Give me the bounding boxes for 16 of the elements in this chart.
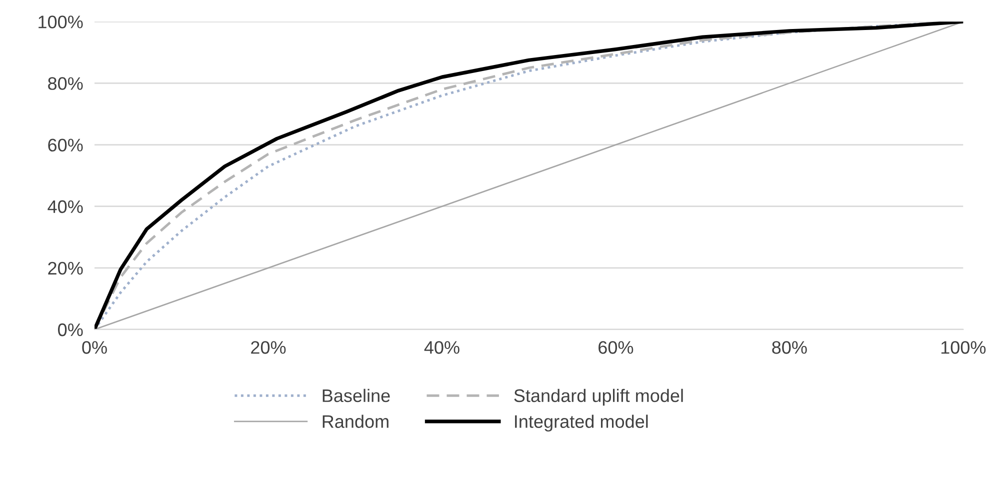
legend-label: Standard uplift model bbox=[514, 388, 683, 406]
y-tick-label: 0% bbox=[58, 323, 83, 336]
x-tick-label: 0% bbox=[82, 341, 107, 354]
x-tick-label: 100% bbox=[941, 341, 986, 354]
x-tick-label: 20% bbox=[251, 341, 286, 354]
x-tick-label: 80% bbox=[772, 341, 807, 354]
x-tick-label: 40% bbox=[424, 341, 460, 354]
y-tick-label: 60% bbox=[48, 138, 83, 152]
legend-label: Baseline bbox=[322, 388, 390, 402]
legend-label: Integrated model bbox=[515, 414, 648, 432]
y-tick-label: 100% bbox=[38, 16, 83, 28]
x-tick-label: 60% bbox=[598, 341, 634, 354]
y-tick-label: 40% bbox=[48, 200, 83, 214]
y-tick-label: 20% bbox=[48, 262, 83, 275]
y-tick-label: 80% bbox=[48, 77, 83, 90]
legend-label: Random bbox=[322, 414, 388, 428]
